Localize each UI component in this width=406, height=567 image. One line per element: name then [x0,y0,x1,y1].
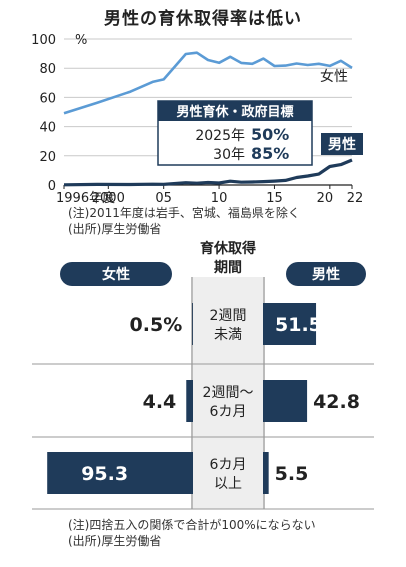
category-label-line2: 未満 [214,327,242,343]
goal-value: 50% [251,125,289,144]
bar-label-male: 42.8 [313,391,360,413]
x-tick-label: 20 [317,191,334,206]
bar-label-male: 51.5% [275,314,341,336]
x-tick-label: 1996年度 [56,190,115,206]
bar-label-female: 4.4 [143,391,177,413]
female-heading: 女性 [102,266,130,283]
x-tick-label: 22 [347,191,364,206]
bar-label-female: 95.3 [81,463,128,485]
series-label-female: 女性 [320,68,348,85]
top-source: (出所)厚生労働省 [68,222,162,236]
y-unit-label: % [75,33,87,48]
y-tick-label: 40 [39,121,56,136]
center-column [193,277,263,509]
bar-female [186,380,193,422]
line-series-female [63,51,353,115]
y-tick-label: 100 [31,33,56,48]
bar-male [263,303,317,345]
goal-label: 2025年 [195,128,245,144]
bar-female [47,452,193,494]
bottom-note: (注)四捨五入の関係で合計が100%にならない [68,518,316,532]
bar-label-male: 5.5 [275,463,309,485]
bar-male [263,380,308,422]
y-tick-label: 20 [39,150,56,165]
series-label-male-bg [321,133,363,155]
goal-value: 85% [251,144,289,163]
x-tick-label: 15 [266,191,283,206]
goal-box-header-bg [158,101,312,121]
male-heading-bg [286,262,366,286]
x-tick-label: 05 [155,191,172,206]
x-tick-label: 10 [211,191,228,206]
goal-box-heading: 男性育休・政府目標 [176,104,293,120]
series-label-male: 男性 [328,136,356,153]
center-heading-line2: 期間 [214,260,242,276]
category-label-line2: 6カ月 [210,404,247,420]
y-tick-label: 80 [39,62,56,77]
category-label-line2: 以上 [214,476,242,492]
category-label-line1: 2週間 [210,308,247,324]
y-tick-label: 0 [48,179,56,194]
female-heading-bg [60,262,172,286]
top-note: (注)2011年度は岩手、宮城、福島県を除く [68,206,300,220]
x-tick-label: 2000 [92,191,125,206]
bar-label-female: 0.5% [130,314,183,336]
line-series-male [63,158,353,187]
male-heading: 男性 [312,266,340,283]
center-heading-line1: 育休取得 [200,240,256,257]
bottom-source: (出所)厚生労働省 [68,534,162,548]
goal-label: 30年 [213,147,245,163]
category-label-line1: 2週間〜 [203,385,254,401]
chart-title: 男性の育休取得率は低い [104,9,302,29]
category-label-line1: 6カ月 [210,457,247,473]
bar-male [263,452,269,494]
y-tick-label: 60 [39,91,56,106]
bar-female [192,303,193,345]
